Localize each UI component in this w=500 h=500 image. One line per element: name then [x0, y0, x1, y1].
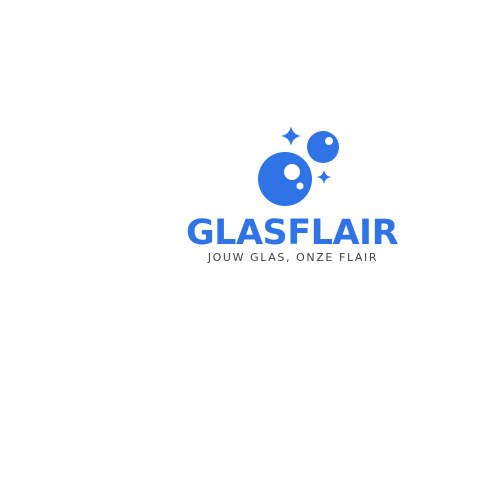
brand-tagline: JOUW GLAS, ONZE FLAIR [207, 251, 379, 264]
large-bubble-highlight [284, 164, 300, 180]
large-bubble [258, 152, 312, 206]
brand-name: GLASFLAIR [185, 213, 399, 253]
large-bubble-highlight-small [296, 182, 304, 190]
small-sparkle [317, 170, 331, 184]
small-bubble-highlight [325, 137, 333, 145]
large-sparkle [281, 126, 301, 146]
small-bubble [307, 131, 339, 163]
bubbles-sparkle-icon [258, 126, 339, 206]
